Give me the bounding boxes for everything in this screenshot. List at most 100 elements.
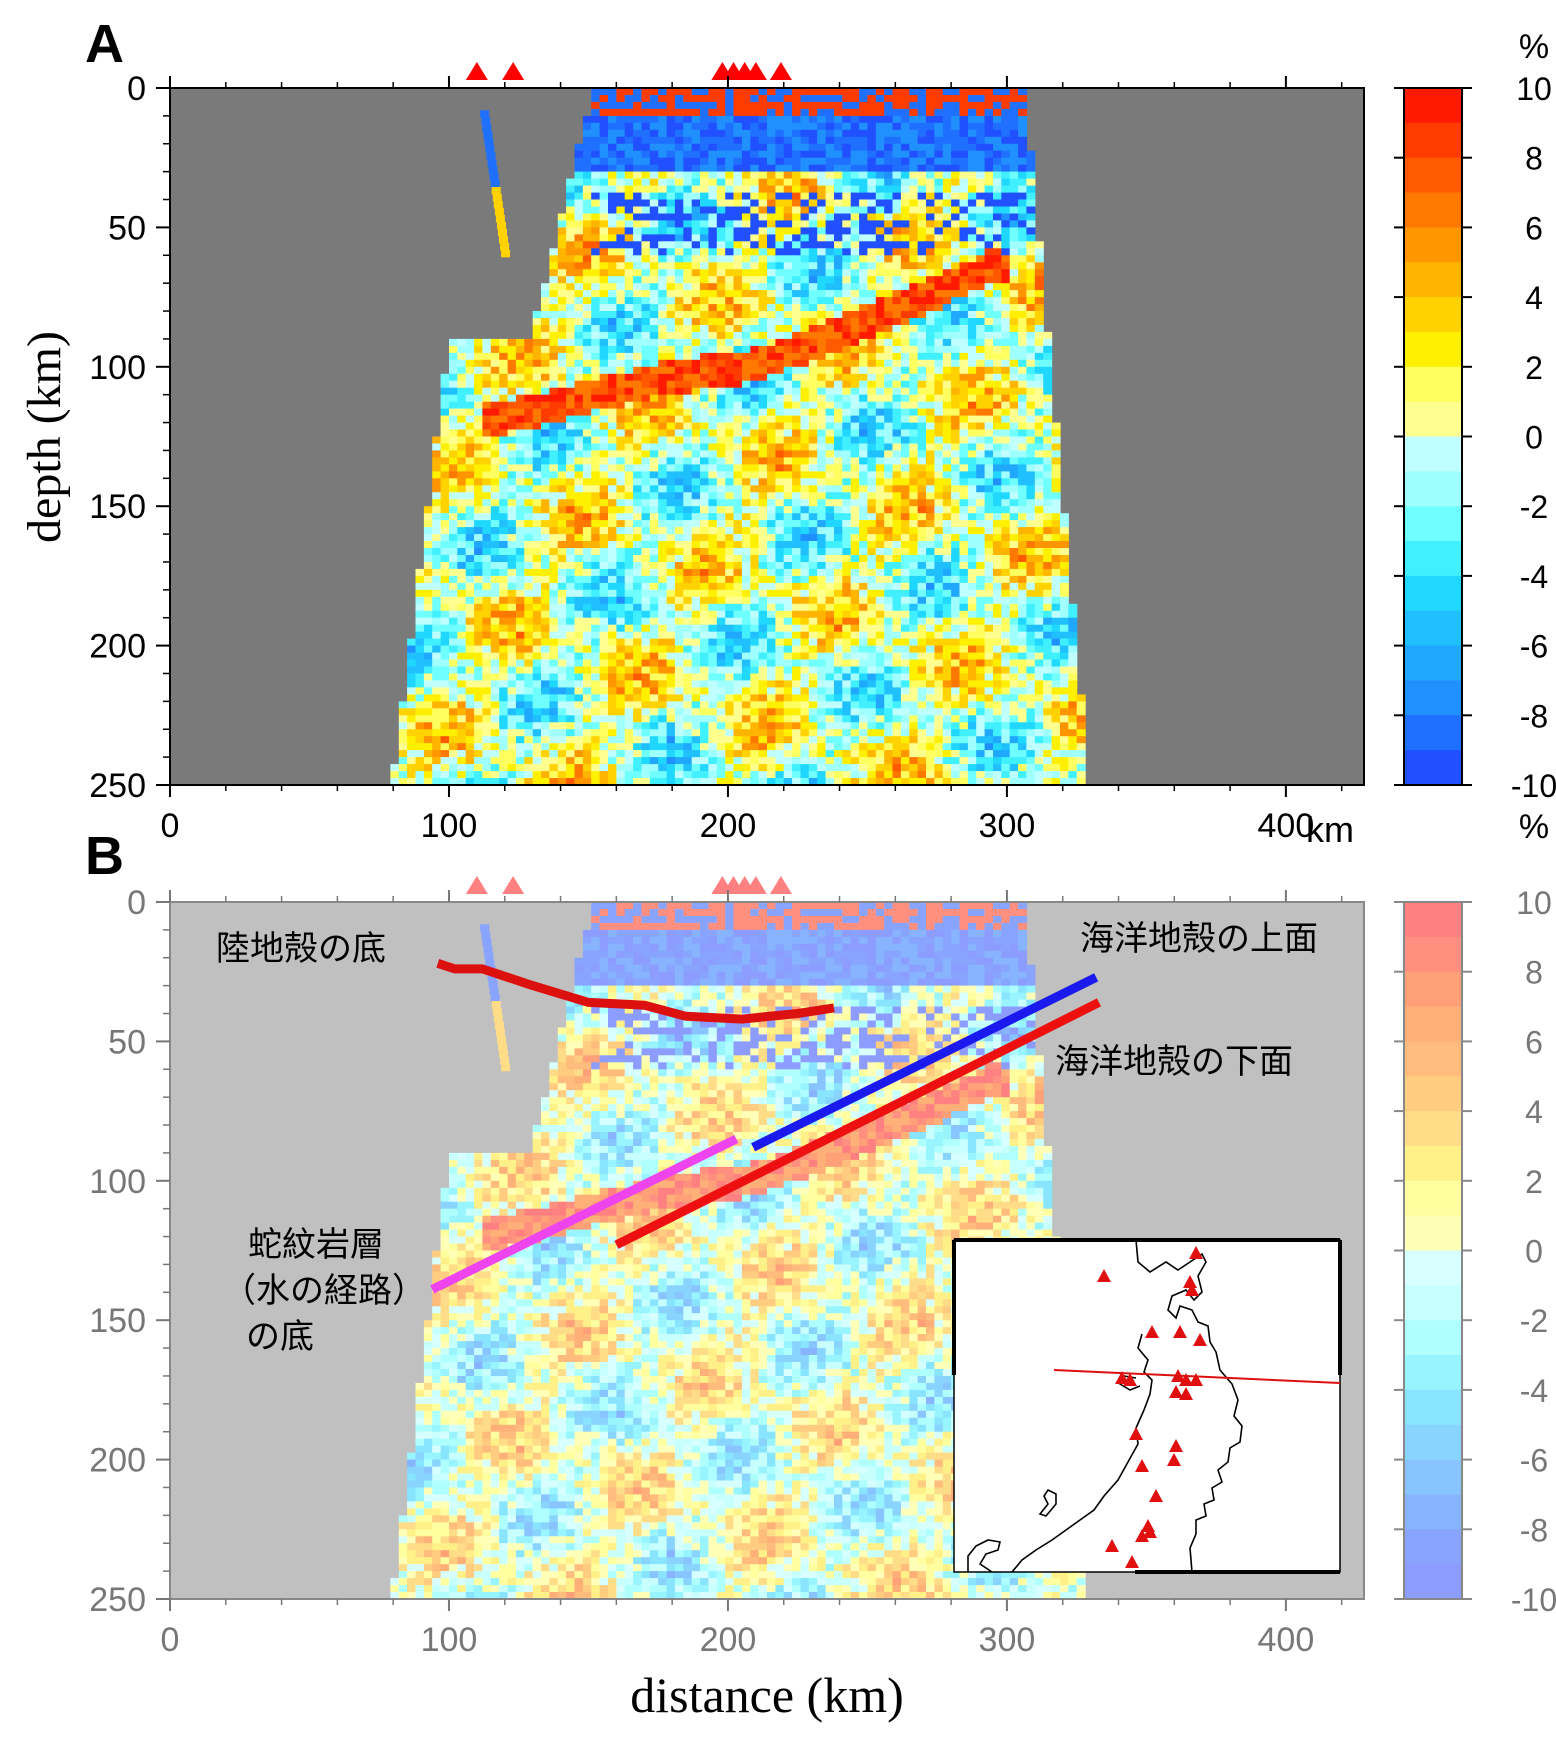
heatmap-cell [499, 464, 509, 472]
heatmap-cell [834, 429, 843, 438]
heatmap-cell [591, 492, 601, 500]
heatmap-cell [741, 248, 751, 256]
heatmap-cell [599, 122, 609, 131]
heatmap-cell [1034, 429, 1044, 438]
heatmap-cell [566, 255, 576, 263]
heatmap-cell [783, 220, 793, 228]
heatmap-cell [557, 443, 567, 452]
heatmap-cell [700, 373, 709, 382]
heatmap-cell [599, 136, 609, 145]
heatmap-cell [641, 206, 651, 215]
heatmap-cell [700, 450, 709, 458]
heatmap-cell [892, 311, 902, 319]
heatmap-cell [432, 568, 442, 577]
heatmap-cell [524, 513, 534, 521]
heatmap-cell [984, 304, 994, 312]
heatmap-cell [750, 485, 760, 493]
heatmap-cell [875, 269, 885, 277]
heatmap-cell [926, 366, 935, 375]
heatmap-cell [507, 345, 517, 354]
heatmap-cell [616, 422, 626, 431]
heatmap-cell [1001, 95, 1011, 103]
heatmap-cell [641, 589, 651, 598]
heatmap-cell [808, 562, 818, 570]
heatmap-cell [850, 380, 860, 389]
heatmap-cell [624, 192, 634, 201]
heatmap-cell [440, 485, 450, 493]
heatmap-cell [909, 129, 919, 138]
heatmap-cell [892, 575, 902, 584]
heatmap-cell [758, 506, 768, 514]
heatmap-cell [875, 408, 885, 417]
heatmap-cell [666, 387, 676, 396]
heatmap-cell [608, 234, 617, 242]
heatmap-cell [834, 415, 843, 424]
heatmap-cell [582, 429, 592, 438]
heatmap-cell [674, 359, 684, 368]
heatmap-cell [658, 108, 668, 117]
heatmap-cell [758, 464, 768, 472]
heatmap-cell [850, 401, 860, 410]
heatmap-cell [808, 297, 818, 305]
heatmap-cell [633, 568, 643, 577]
heatmap-cell [825, 318, 835, 326]
heatmap-cell [708, 492, 718, 500]
heatmap-cell [1009, 136, 1019, 145]
heatmap-cell [808, 387, 818, 396]
heatmap-cell [775, 220, 785, 228]
heatmap-cell [1009, 262, 1019, 270]
heatmap-cell [758, 206, 768, 215]
heatmap-cell [934, 122, 944, 131]
heatmap-cell [1026, 269, 1036, 277]
heatmap-cell [482, 492, 492, 500]
heatmap-cell [616, 499, 626, 507]
heatmap-cell [758, 457, 768, 465]
heatmap-cell [608, 548, 617, 556]
heatmap-cell [683, 422, 693, 431]
heatmap-cell [808, 506, 818, 514]
heatmap-cell [967, 562, 977, 570]
heatmap-cell [875, 283, 885, 291]
heatmap-cell [892, 387, 902, 396]
heatmap-cell [566, 513, 576, 521]
heatmap-cell [691, 262, 701, 270]
heatmap-cell [926, 596, 935, 605]
heatmap-cell [825, 220, 835, 228]
heatmap-cell [817, 352, 827, 361]
heatmap-cell [490, 471, 500, 479]
heatmap-cell [725, 568, 735, 577]
heatmap-cell [716, 206, 726, 215]
heatmap-cell [850, 499, 860, 507]
heatmap-cell [532, 443, 542, 452]
heatmap-cell [507, 464, 517, 472]
heatmap-cell [700, 213, 709, 222]
heatmap-cell [834, 108, 843, 117]
heatmap-cell [984, 603, 994, 612]
heatmap-cell [942, 143, 952, 152]
heatmap-cell [808, 95, 818, 103]
heatmap-cell [984, 318, 994, 326]
heatmap-cell [875, 150, 885, 159]
heatmap-cell [566, 555, 576, 563]
heatmap-cell [666, 478, 676, 486]
heatmap-cell [515, 603, 525, 612]
heatmap-cell [566, 304, 576, 312]
heatmap-cell [1051, 513, 1061, 521]
heatmap-cell [934, 471, 944, 479]
heatmap-cell [683, 311, 693, 319]
heatmap-cell [432, 457, 442, 465]
heatmap-cell [900, 255, 910, 263]
heatmap-cell [909, 575, 919, 584]
heatmap-cell [566, 548, 576, 556]
heatmap-cell [658, 178, 668, 187]
heatmap-cell [942, 555, 952, 563]
heatmap-cell [884, 122, 894, 131]
heatmap-cell [926, 464, 935, 472]
heatmap-cell [783, 471, 793, 479]
heatmap-cell [608, 248, 617, 256]
heatmap-cell [725, 359, 735, 368]
heatmap-cell [440, 436, 450, 445]
heatmap-cell [649, 464, 659, 472]
heatmap-cell [616, 562, 626, 570]
heatmap-cell [993, 541, 1002, 549]
